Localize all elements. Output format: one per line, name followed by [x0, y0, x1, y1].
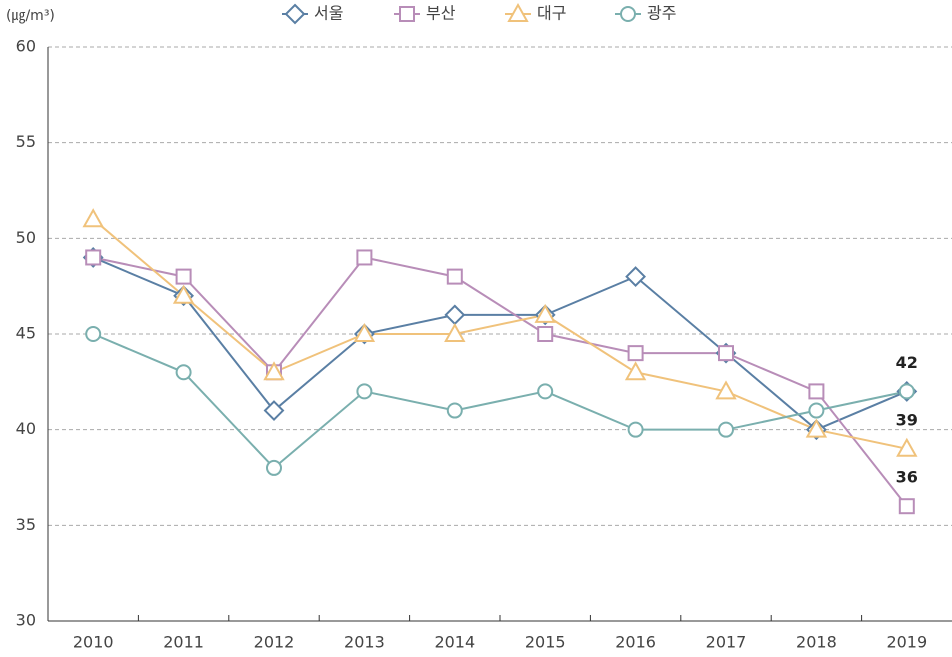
- x-tick-label: 2015: [525, 633, 566, 652]
- point: [627, 345, 644, 362]
- legend-marker: [507, 2, 529, 22]
- y-tick-label: 50: [16, 228, 36, 247]
- point: [898, 383, 915, 400]
- legend-label: 부산: [426, 4, 456, 23]
- y-tick-label: 40: [16, 419, 36, 438]
- point: [175, 364, 192, 381]
- x-tick-label: 2017: [706, 633, 747, 652]
- point: [263, 400, 285, 421]
- point: [627, 421, 644, 438]
- y-axis-label: (㎍/m³): [6, 8, 55, 24]
- data-label: 42: [896, 353, 918, 372]
- x-tick-label: 2016: [615, 633, 656, 652]
- x-tick-label: 2019: [886, 633, 927, 652]
- point: [718, 421, 734, 438]
- y-tick-label: 45: [16, 324, 36, 343]
- data-label: 36: [896, 468, 918, 487]
- point: [175, 268, 192, 285]
- point: [898, 498, 915, 515]
- point: [356, 383, 373, 400]
- series-line: [92, 333, 908, 470]
- series-line: [92, 256, 908, 507]
- point: [896, 437, 918, 457]
- point: [624, 361, 647, 381]
- point: [85, 326, 102, 342]
- y-tick-label: 60: [16, 37, 36, 56]
- point: [446, 402, 463, 419]
- y-tick-label: 35: [16, 515, 36, 534]
- x-tick-label: 2013: [344, 633, 385, 652]
- point: [444, 322, 466, 342]
- point: [82, 208, 104, 228]
- point: [625, 266, 647, 288]
- point: [85, 249, 102, 266]
- point: [353, 322, 376, 342]
- point: [715, 380, 737, 400]
- point: [537, 383, 554, 400]
- point: [808, 383, 825, 400]
- series-line: [92, 256, 908, 431]
- legend-label: 서울: [314, 4, 343, 23]
- point: [446, 268, 463, 285]
- legend-marker: [620, 6, 636, 22]
- point: [263, 361, 285, 381]
- point: [718, 345, 734, 362]
- x-tick-label: 2011: [163, 633, 204, 652]
- point: [356, 249, 373, 266]
- x-tick-label: 2014: [434, 633, 475, 652]
- point: [266, 459, 282, 476]
- legend-marker: [399, 6, 415, 22]
- data-label: 39: [896, 410, 918, 429]
- point: [444, 304, 466, 326]
- legend-label: 대구: [537, 4, 566, 23]
- point: [808, 402, 825, 419]
- point: [172, 284, 195, 304]
- point: [534, 303, 556, 323]
- x-tick-label: 2018: [796, 633, 837, 652]
- point: [537, 326, 554, 342]
- legend-label: 광주: [647, 4, 676, 23]
- series-line: [92, 218, 908, 450]
- x-tick-label: 2012: [254, 633, 295, 652]
- legend-marker: [284, 3, 306, 25]
- y-tick-label: 55: [16, 132, 36, 151]
- y-tick-label: 30: [16, 611, 36, 630]
- point: [805, 418, 828, 438]
- x-tick-label: 2010: [73, 633, 114, 652]
